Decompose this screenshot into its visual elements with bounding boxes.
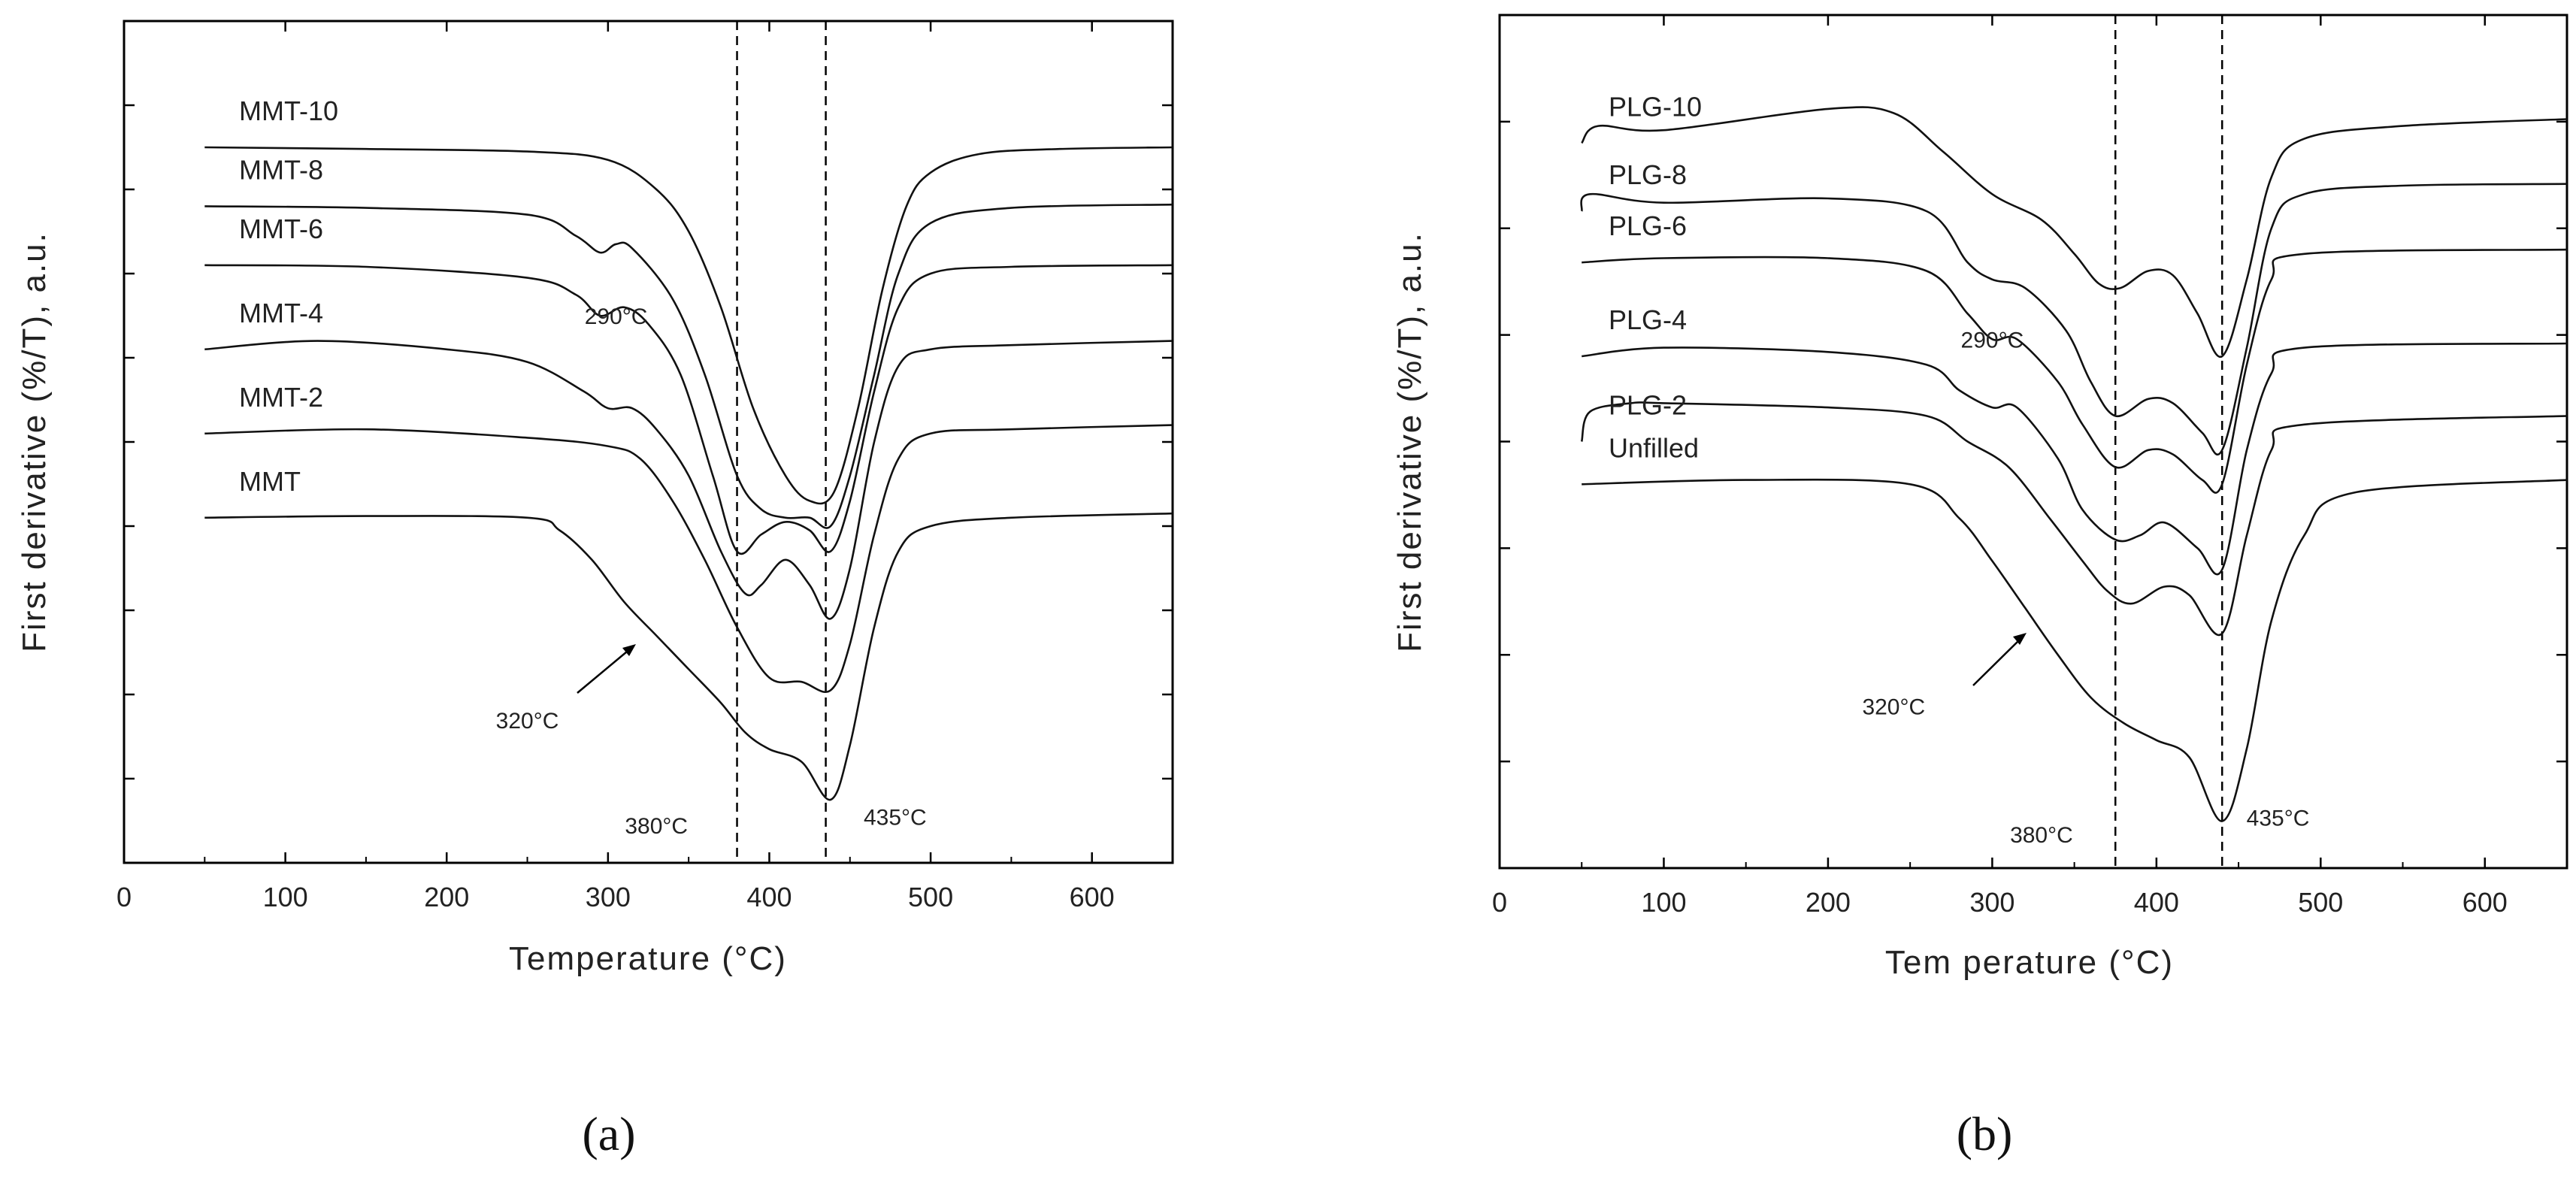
y-axis-title-b: First derivative (%/T), a.u.: [1391, 231, 1428, 652]
panel-b: 0 100 200 300 400 500 600 PLG-10PLG-8PLG-6PLG-…: [1391, 14, 2568, 1160]
series-label-mmt-6: MMT-6: [239, 213, 323, 244]
tick-labels-a: 0 100 200 300 400 500 600: [117, 882, 1115, 912]
x-tick-label: 100: [263, 882, 308, 912]
series-label-mmt: MMT: [239, 466, 301, 497]
annotation-label: 380°C: [625, 814, 688, 839]
x-tick-label: 400: [2134, 887, 2179, 918]
series-line-unfilled: [1582, 478, 2568, 822]
series-group-a: [204, 146, 1173, 801]
series-labels-a: MMT-10 MMT-8 MMT-6 MMT-4 MMT-2 MMT: [239, 95, 338, 497]
annotation-label: 320°C: [496, 709, 559, 734]
series-label-plg-8: PLG-8: [1609, 159, 1687, 190]
arrow-320-b: [1972, 633, 2027, 686]
x-tick-label: 400: [746, 882, 792, 912]
series-label-mmt-10: MMT-10: [239, 95, 338, 126]
x-tick-label: 0: [1492, 887, 1507, 918]
annotation-label: 290°C: [585, 304, 648, 329]
x-tick-label: 600: [1070, 882, 1115, 912]
series-label-mmt-4: MMT-4: [239, 298, 323, 328]
annotation-label: 435°C: [2247, 806, 2310, 831]
panel-label-b: (b): [1957, 1107, 2013, 1160]
series-label-unfilled: Unfilled: [1609, 432, 1699, 463]
panel-a: 0 100 200 300 400 500 600 MMT-10MMT-8MMT-6MMT-…: [16, 20, 1174, 1160]
tick-labels-b: 0 100 200 300 400 500 600: [1492, 887, 2508, 918]
series-line-plg-8: [1580, 183, 2568, 456]
series-line-mmt-2: [204, 424, 1173, 693]
annotation-label: 435°C: [864, 806, 927, 831]
y-axis-title-a: First derivative (%/T), a.u.: [16, 231, 53, 652]
series-line-plg-4: [1582, 342, 2568, 576]
panel-label-a: (a): [582, 1107, 635, 1160]
x-tick-label: 200: [424, 882, 469, 912]
x-tick-label: 200: [1806, 887, 1851, 918]
x-tick-label: 100: [1641, 887, 1686, 918]
series-line-plg-2: [1580, 401, 2568, 637]
ticks-b: [1498, 15, 2567, 868]
x-tick-label: 500: [2298, 887, 2343, 918]
annotation-label: 290°C: [1961, 328, 2024, 353]
series-group-b: [1580, 106, 2568, 822]
series-label-plg-4: PLG-4: [1609, 304, 1687, 335]
series-label-plg-6: PLG-6: [1609, 210, 1687, 241]
series-labels-b: PLG-10 PLG-8 PLG-6 PLG-4 PLG-2 Unfilled: [1609, 91, 1702, 463]
series-label-mmt-8: MMT-8: [239, 154, 323, 185]
x-axis-title-b: Tem perature (°C): [1885, 944, 2174, 981]
annotations-a: 290°C 320°C 380°C 435°C: [496, 304, 927, 839]
series-line-mmt-8: [204, 203, 1173, 529]
series-line-mmt-10: [204, 146, 1173, 505]
reference-lines-a: [736, 21, 827, 863]
x-tick-label: 0: [117, 882, 132, 912]
series-label-mmt-2: MMT-2: [239, 382, 323, 413]
x-tick-label: 300: [1969, 887, 2014, 918]
annotation-label: 380°C: [2010, 823, 2073, 848]
series-line-mmt: [204, 512, 1173, 801]
annotations-b: 290°C 320°C 380°C 435°C: [1862, 328, 2309, 848]
x-axis-title-a: Temperature (°C): [509, 940, 787, 977]
x-tick-label: 600: [2462, 887, 2508, 918]
series-line-plg-6: [1582, 248, 2568, 494]
series-label-plg-10: PLG-10: [1609, 91, 1702, 122]
reference-lines-b: [2114, 15, 2223, 868]
series-label-plg-2: PLG-2: [1609, 390, 1687, 421]
ticks-a: [123, 21, 1173, 863]
x-tick-label: 300: [586, 882, 631, 912]
arrow-320-a: [577, 644, 636, 694]
series-line-mmt-6: [204, 264, 1173, 555]
x-tick-label: 500: [908, 882, 953, 912]
series-line-mmt-4: [204, 340, 1173, 620]
series-line-plg-10: [1581, 106, 2568, 359]
annotation-label: 320°C: [1862, 695, 1925, 720]
